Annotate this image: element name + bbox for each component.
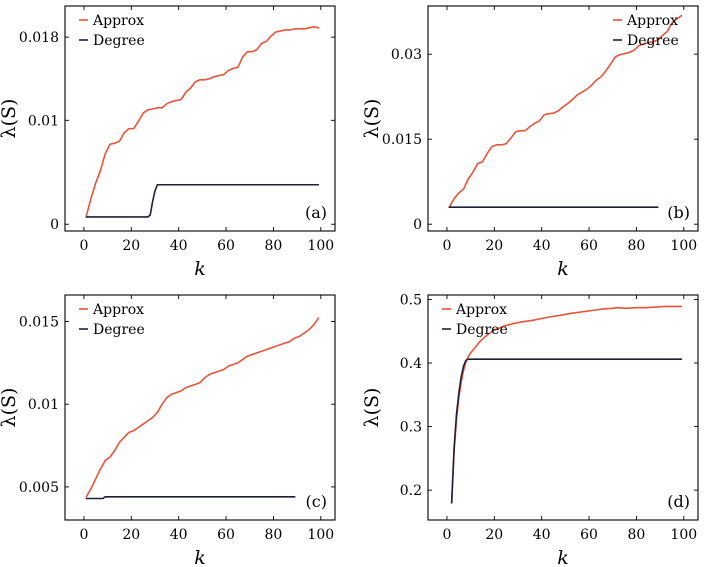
series-line-approx <box>85 317 320 498</box>
panel-c: 0 20 40 60 80 100 0.005 0.01 0.015 k λ(S) Approx Deg… <box>0 294 336 567</box>
x-tick-label: 20 <box>122 238 140 254</box>
y-tick-label: 0 <box>50 217 59 233</box>
x-tick-label: 100 <box>670 238 697 254</box>
legend-label-approx: Approx <box>92 13 144 29</box>
y-tick-label: 0 <box>413 217 422 233</box>
panel-tag: (d) <box>667 492 690 511</box>
y-axis-label: λ(S) <box>361 99 383 139</box>
x-tick-label: 60 <box>217 238 235 254</box>
series-line-approx <box>448 14 683 208</box>
y-tick-label: 0.018 <box>19 30 59 46</box>
panel-b: 0 20 40 60 80 100 0 0.015 0.03 k λ(S) Approx Degree (… <box>361 5 699 280</box>
x-tick-label: 0 <box>442 527 451 543</box>
legend-label-approx: Approx <box>455 302 507 318</box>
x-tick-label: 20 <box>485 527 503 543</box>
x-tick-label: 100 <box>307 527 334 543</box>
series-line-degree <box>450 358 683 504</box>
y-tick-label: 0.2 <box>400 483 422 499</box>
x-tick-label: 40 <box>170 527 188 543</box>
y-tick-label: 0.01 <box>28 397 59 413</box>
x-tick-label: 20 <box>122 527 140 543</box>
series-line-approx <box>85 25 320 217</box>
axis-frame <box>427 5 699 232</box>
legend-label-degree: Degree <box>627 33 679 49</box>
x-tick-label: 80 <box>628 527 646 543</box>
x-tick-label: 40 <box>533 527 551 543</box>
legend-label-approx: Approx <box>92 302 144 318</box>
panel-d: 0 20 40 60 80 100 0.2 0.3 0.4 0.5 k λ(S) Approx Degre… <box>361 292 699 567</box>
y-tick-label: 0.015 <box>382 132 422 148</box>
x-tick-label: 100 <box>307 238 334 254</box>
axis-frame <box>64 294 336 521</box>
x-tick-label: 80 <box>265 527 283 543</box>
panel-tag: (c) <box>306 492 327 511</box>
x-tick-label: 0 <box>79 238 88 254</box>
x-axis-label: k <box>557 547 569 567</box>
y-axis-label: λ(S) <box>361 388 383 428</box>
x-tick-label: 80 <box>628 238 646 254</box>
series-line-degree <box>85 183 320 218</box>
x-tick-label: 0 <box>79 527 88 543</box>
y-tick-label: 0.015 <box>19 314 59 330</box>
panel-tag: (b) <box>667 203 690 222</box>
y-axis-label: λ(S) <box>0 388 20 428</box>
y-tick-label: 0.03 <box>391 47 422 63</box>
legend-label-degree: Degree <box>93 33 145 49</box>
axis-frame <box>64 5 336 232</box>
y-tick-label: 0.005 <box>19 480 59 496</box>
legend-label-degree: Degree <box>456 322 508 338</box>
x-tick-label: 40 <box>533 238 551 254</box>
x-axis-label: k <box>194 547 206 567</box>
panel-tag: (a) <box>305 203 327 222</box>
y-tick-label: 0.4 <box>400 356 422 372</box>
y-tick-label: 0.5 <box>400 292 422 308</box>
legend-label-degree: Degree <box>93 322 145 338</box>
x-tick-label: 60 <box>217 527 235 543</box>
x-tick-label: 80 <box>265 238 283 254</box>
axis-frame <box>427 294 699 521</box>
x-tick-label: 60 <box>580 527 598 543</box>
y-tick-label: 0.01 <box>28 113 59 129</box>
x-tick-label: 100 <box>670 527 697 543</box>
x-tick-label: 60 <box>580 238 598 254</box>
y-tick-label: 0.3 <box>400 420 422 436</box>
x-axis-label: k <box>194 258 206 280</box>
x-axis-label: k <box>557 258 569 280</box>
x-tick-label: 40 <box>170 238 188 254</box>
x-tick-label: 0 <box>442 238 451 254</box>
panel-a: 0 20 40 60 80 100 0 0.01 0.018 k λ(S) Approx Degree (… <box>0 5 336 280</box>
x-tick-label: 20 <box>485 238 503 254</box>
series-line-approx <box>450 305 683 504</box>
series-line-degree <box>85 496 296 500</box>
y-axis-label: λ(S) <box>0 99 20 139</box>
legend-label-approx: Approx <box>626 13 678 29</box>
